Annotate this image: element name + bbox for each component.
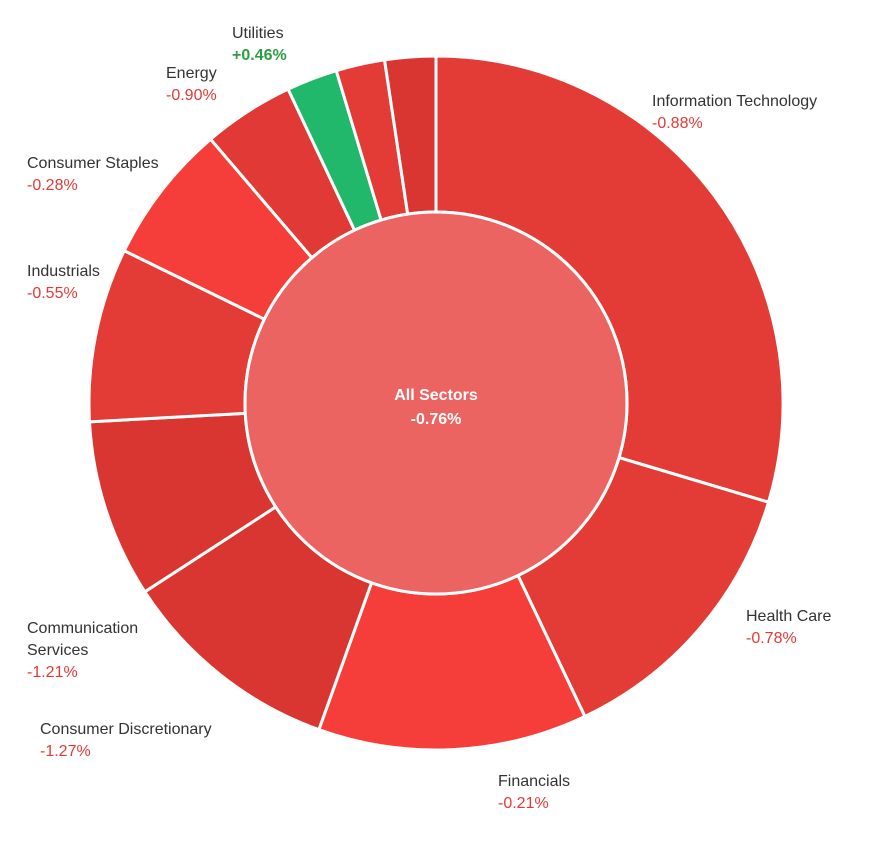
- label-industrials: Industrials -0.55%: [27, 263, 100, 302]
- label-change: -0.55%: [27, 285, 78, 302]
- label-health-care: Health Care -0.78%: [746, 608, 831, 647]
- label-change: -0.88%: [652, 115, 703, 132]
- segment-labels: Information Technology -0.88% Health Care -…: [27, 25, 831, 812]
- label-name: Services: [27, 642, 88, 659]
- label-name: Health Care: [746, 608, 831, 625]
- label-consumer-staples: Consumer Staples -0.28%: [27, 155, 159, 194]
- all-sectors-center[interactable]: [243, 210, 629, 596]
- label-communication-services: Communication Services -1.21%: [27, 620, 138, 681]
- center-label: All Sectors: [394, 387, 478, 404]
- label-change: -0.78%: [746, 630, 797, 647]
- label-consumer-discretionary: Consumer Discretionary -1.27%: [40, 721, 212, 760]
- label-change: -0.28%: [27, 177, 78, 194]
- label-name: Industrials: [27, 263, 100, 280]
- label-name: Energy: [166, 65, 217, 82]
- label-information-technology: Information Technology -0.88%: [652, 93, 817, 132]
- label-utilities: Utilities +0.46%: [232, 25, 287, 64]
- label-name: Consumer Staples: [27, 155, 159, 172]
- label-name: Communication: [27, 620, 138, 637]
- label-energy: Energy -0.90%: [166, 65, 217, 104]
- label-change: -0.90%: [166, 87, 217, 104]
- label-name: Consumer Discretionary: [40, 721, 212, 738]
- label-financials: Financials -0.21%: [498, 773, 570, 812]
- label-change: -1.21%: [27, 664, 78, 681]
- donut-segments: [87, 54, 785, 752]
- label-name: Information Technology: [652, 93, 817, 110]
- label-name: Utilities: [232, 25, 284, 42]
- label-change: +0.46%: [232, 47, 287, 64]
- label-change: -0.21%: [498, 795, 549, 812]
- label-change: -1.27%: [40, 743, 91, 760]
- label-name: Financials: [498, 773, 570, 790]
- center-value: -0.76%: [411, 411, 462, 428]
